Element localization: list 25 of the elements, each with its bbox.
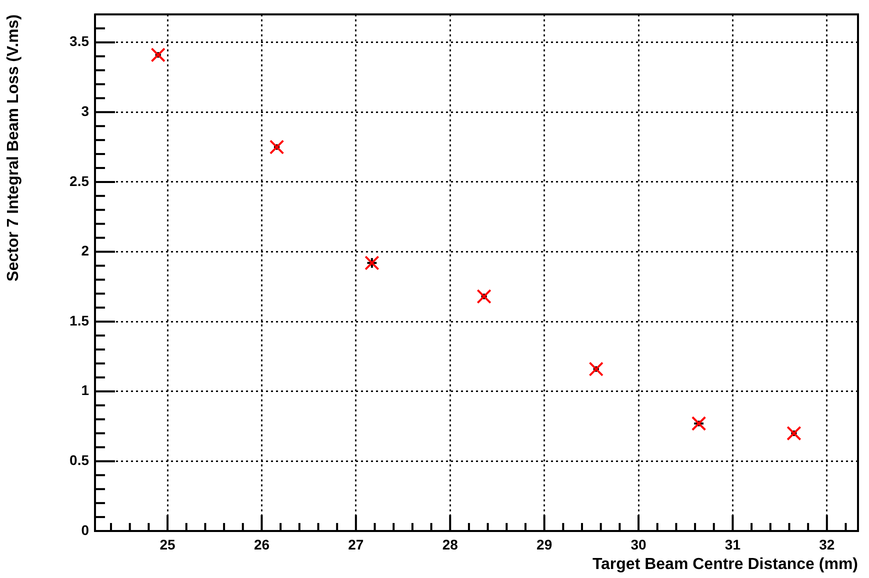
- y-tick-label: 2.5: [70, 172, 90, 189]
- y-tick-label: 3.5: [70, 33, 90, 50]
- x-tick-label: 25: [160, 536, 176, 552]
- y-tick-label: 0: [81, 522, 90, 538]
- x-tick-label: 30: [630, 536, 647, 552]
- y-tick-label: 0.5: [70, 452, 90, 468]
- x-tick-label: 31: [724, 536, 741, 552]
- point: [691, 416, 706, 431]
- point: [786, 426, 802, 441]
- point: [588, 362, 604, 376]
- point: [269, 140, 284, 154]
- x-tick-label: 32: [819, 536, 835, 552]
- y-tick-label: 3: [81, 102, 90, 119]
- y-axis-title: Sector 7 Integral Beam Loss (V.ms): [5, 14, 22, 282]
- y-tick-label: 1: [81, 382, 90, 398]
- x-tick-label: 27: [348, 536, 364, 552]
- point: [364, 256, 380, 270]
- point: [476, 289, 492, 304]
- y-tick-label: 2: [81, 242, 90, 259]
- y-tick-label: 1.5: [70, 312, 90, 328]
- x-tick-label: 28: [442, 536, 458, 552]
- x-axis-title: Target Beam Centre Distance (mm): [592, 556, 858, 573]
- x-tick-label: 26: [254, 536, 270, 552]
- x-tick-label: 29: [536, 536, 552, 552]
- point: [150, 48, 166, 62]
